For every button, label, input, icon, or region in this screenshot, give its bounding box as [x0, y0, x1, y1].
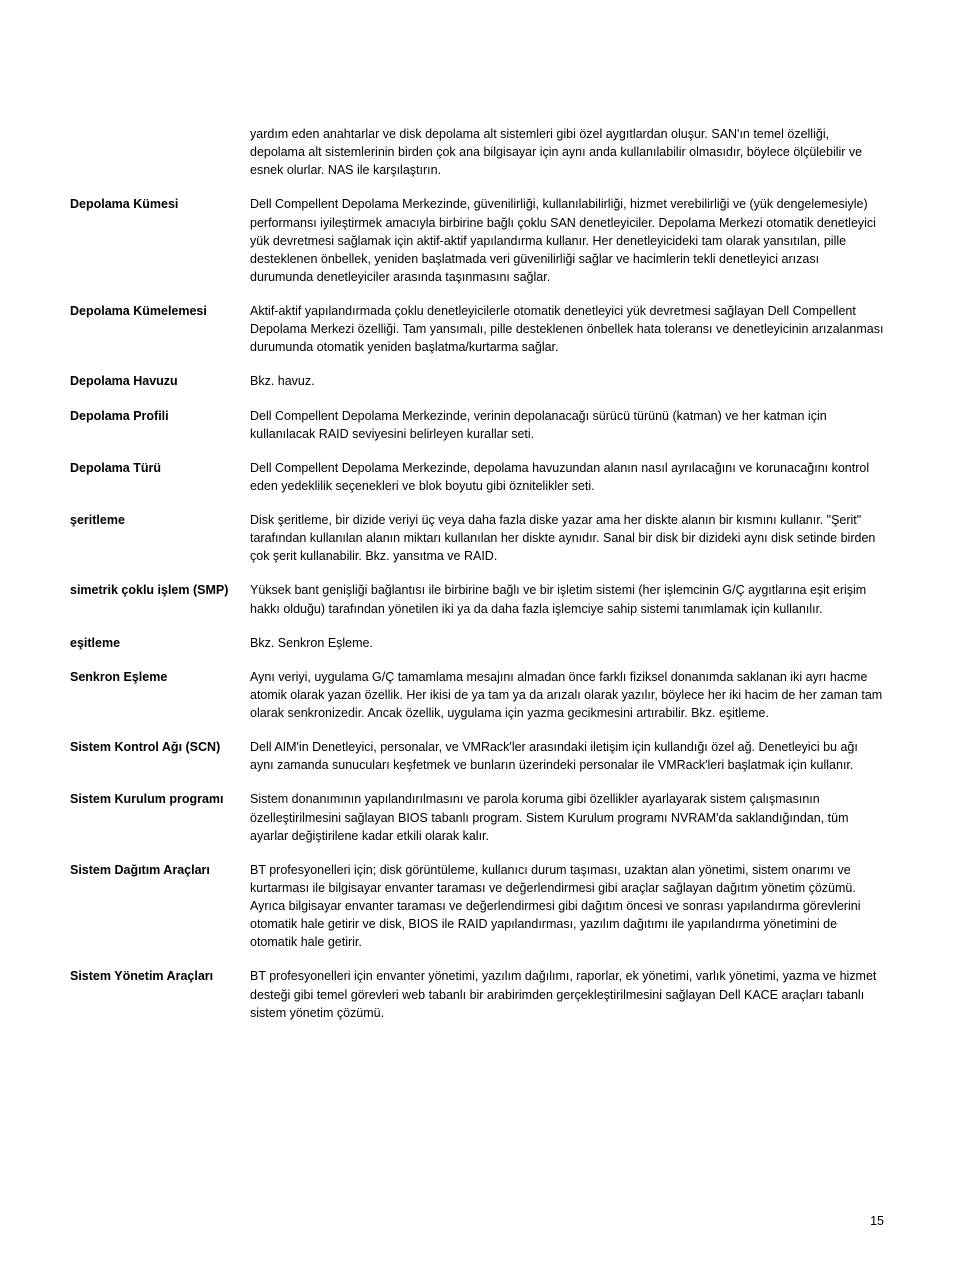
glossary-definition: Dell AIM'in Denetleyici, personalar, ve …	[250, 738, 884, 774]
glossary-term: Depolama Havuzu	[70, 372, 250, 390]
glossary-definition: BT profesyonelleri için envanter yönetim…	[250, 967, 884, 1021]
glossary-entry: şeritlemeDisk şeritleme, bir dizide veri…	[70, 511, 884, 565]
glossary-definition: Disk şeritleme, bir dizide veriyi üç vey…	[250, 511, 884, 565]
glossary-term: Depolama Kümelemesi	[70, 302, 250, 356]
glossary-term: simetrik çoklu işlem (SMP)	[70, 581, 250, 617]
glossary-entry: eşitlemeBkz. Senkron Eşleme.	[70, 634, 884, 652]
glossary-definition: Dell Compellent Depolama Merkezinde, dep…	[250, 459, 884, 495]
glossary-entry: Sistem Yönetim AraçlarıBT profesyoneller…	[70, 967, 884, 1021]
glossary-term	[70, 125, 250, 179]
glossary-term: Depolama Kümesi	[70, 195, 250, 286]
glossary-entry: Depolama KümesiDell Compellent Depolama …	[70, 195, 884, 286]
glossary-entry: Depolama TürüDell Compellent Depolama Me…	[70, 459, 884, 495]
glossary-definition: Dell Compellent Depolama Merkezinde, güv…	[250, 195, 884, 286]
glossary-entry: Sistem Dağıtım AraçlarıBT profesyoneller…	[70, 861, 884, 952]
page-number: 15	[870, 1214, 884, 1228]
glossary-entry: Depolama KümelemesiAktif-aktif yapılandı…	[70, 302, 884, 356]
glossary-entry: Sistem Kontrol Ağı (SCN)Dell AIM'in Dene…	[70, 738, 884, 774]
glossary-term: Sistem Kurulum programı	[70, 790, 250, 844]
glossary-entries: yardım eden anahtarlar ve disk depolama …	[70, 125, 884, 1022]
glossary-term: Sistem Kontrol Ağı (SCN)	[70, 738, 250, 774]
glossary-definition: Yüksek bant genişliği bağlantısı ile bir…	[250, 581, 884, 617]
glossary-definition: yardım eden anahtarlar ve disk depolama …	[250, 125, 884, 179]
glossary-term: Depolama Türü	[70, 459, 250, 495]
glossary-entry: Depolama ProfiliDell Compellent Depolama…	[70, 407, 884, 443]
glossary-definition: Dell Compellent Depolama Merkezinde, ver…	[250, 407, 884, 443]
glossary-definition: Aynı veriyi, uygulama G/Ç tamamlama mesa…	[250, 668, 884, 722]
glossary-term: Sistem Dağıtım Araçları	[70, 861, 250, 952]
glossary-term: Senkron Eşleme	[70, 668, 250, 722]
glossary-term: şeritleme	[70, 511, 250, 565]
glossary-entry: yardım eden anahtarlar ve disk depolama …	[70, 125, 884, 179]
glossary-entry: Sistem Kurulum programıSistem donanımını…	[70, 790, 884, 844]
glossary-entry: Senkron EşlemeAynı veriyi, uygulama G/Ç …	[70, 668, 884, 722]
glossary-term: Depolama Profili	[70, 407, 250, 443]
glossary-definition: BT profesyonelleri için; disk görüntülem…	[250, 861, 884, 952]
glossary-term: eşitleme	[70, 634, 250, 652]
glossary-definition: Sistem donanımının yapılandırılmasını ve…	[250, 790, 884, 844]
glossary-page: yardım eden anahtarlar ve disk depolama …	[0, 0, 954, 1268]
glossary-definition: Aktif-aktif yapılandırmada çoklu denetle…	[250, 302, 884, 356]
glossary-entry: Depolama HavuzuBkz. havuz.	[70, 372, 884, 390]
glossary-definition: Bkz. Senkron Eşleme.	[250, 634, 884, 652]
glossary-term: Sistem Yönetim Araçları	[70, 967, 250, 1021]
glossary-definition: Bkz. havuz.	[250, 372, 884, 390]
glossary-entry: simetrik çoklu işlem (SMP)Yüksek bant ge…	[70, 581, 884, 617]
